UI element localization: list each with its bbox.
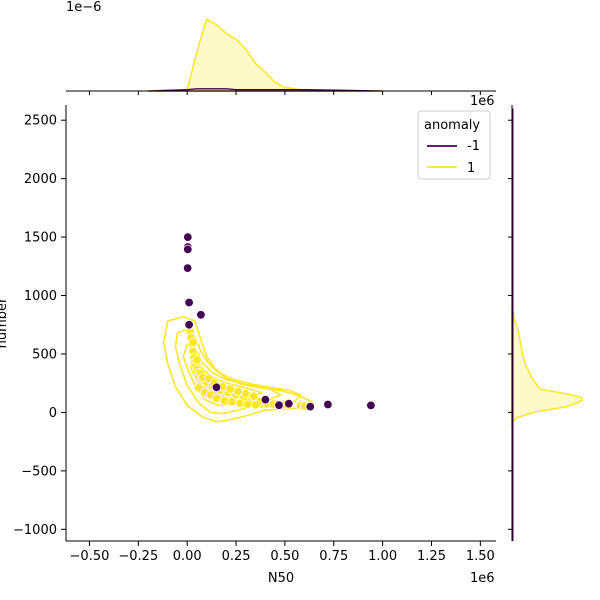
- right-axis-offset-label: 1e6: [470, 94, 495, 109]
- x-axis-ticks: −0.50 −0.25 0.00 0.25 0.50 0.75 1.00 1.25 1.50: [70, 541, 495, 564]
- y-tick-label: 0: [49, 406, 57, 421]
- axes-spines: [65, 105, 496, 542]
- y-axis-label: number: [0, 297, 10, 348]
- main-scatter-axes: −0.50 −0.25 0.00 0.25 0.50 0.75 1.00 1.25 1.50 −…: [13, 105, 496, 564]
- point-anomaly-1: [188, 337, 198, 348]
- point-anomaly-neg1: [323, 399, 333, 410]
- point-anomaly-neg1: [182, 263, 193, 273]
- x-tick-label: 0.50: [270, 549, 299, 564]
- top-axis-offset-label: 1e−6: [66, 0, 101, 15]
- scatter-points: [182, 232, 376, 412]
- point-anomaly-neg1: [184, 320, 194, 330]
- point-anomaly-neg1: [305, 401, 316, 412]
- kde-contour-2: [174, 328, 302, 415]
- point-anomaly-neg1: [211, 382, 222, 393]
- point-anomaly-1: [250, 400, 261, 410]
- y-tick-label: 1000: [24, 289, 57, 304]
- y-tick-label: 1500: [24, 231, 57, 246]
- x-tick-label: −0.25: [118, 549, 158, 564]
- point-anomaly-neg1: [183, 244, 193, 255]
- legend-label-neg: -1: [467, 139, 480, 154]
- kde-contour-3: [182, 341, 283, 407]
- point-anomaly-1: [192, 355, 202, 365]
- y-tick-label: −500: [21, 464, 57, 479]
- point-anomaly-neg1: [366, 400, 376, 411]
- point-anomaly-neg1: [274, 400, 284, 410]
- point-anomaly-neg1: [184, 297, 194, 308]
- right-marginal-kde: [508, 105, 583, 541]
- legend-title: anomaly: [424, 118, 480, 133]
- point-anomaly-neg1: [196, 310, 206, 320]
- x-tick-label: 0.00: [173, 549, 202, 564]
- x-tick-label: 1.00: [368, 549, 397, 564]
- point-anomaly-neg1: [260, 394, 271, 405]
- top-kde-anomaly-1: [148, 17, 383, 92]
- point-anomaly-1: [243, 399, 253, 409]
- y-tick-label: 2000: [24, 172, 57, 187]
- y-tick-label: 2500: [24, 114, 57, 129]
- point-anomaly-1: [211, 393, 222, 404]
- top-marginal-kde: [66, 17, 496, 95]
- x-axis-offset-label: 1e6: [470, 571, 495, 586]
- legend: anomaly -1 1: [417, 110, 491, 180]
- point-anomaly-neg1: [183, 232, 193, 242]
- x-tick-label: 1.25: [417, 549, 446, 564]
- x-axis-label: N50: [268, 571, 294, 586]
- point-anomaly-1: [248, 391, 259, 401]
- x-tick-label: −0.50: [70, 549, 110, 564]
- x-tick-label: 1.50: [466, 549, 495, 564]
- x-tick-label: 0.75: [319, 549, 348, 564]
- point-anomaly-1: [235, 398, 245, 408]
- point-anomaly-neg1: [284, 399, 294, 409]
- point-anomaly-1: [225, 384, 235, 394]
- point-anomaly-1: [233, 386, 243, 397]
- y-axis-ticks: −1000 −500 0 500 1000 1500 2000 2500: [13, 114, 66, 538]
- y-tick-label: −1000: [13, 523, 57, 538]
- top-kde-anomaly-neg1: [148, 88, 383, 92]
- legend-label-pos: 1: [467, 161, 475, 176]
- y-tick-label: 500: [32, 347, 57, 362]
- point-anomaly-1: [219, 396, 230, 406]
- legend-box: [417, 110, 491, 180]
- point-anomaly-1: [241, 389, 251, 399]
- right-kde-anomaly-1: [511, 307, 583, 427]
- x-tick-label: 0.25: [222, 549, 251, 564]
- point-anomaly-1: [227, 397, 237, 407]
